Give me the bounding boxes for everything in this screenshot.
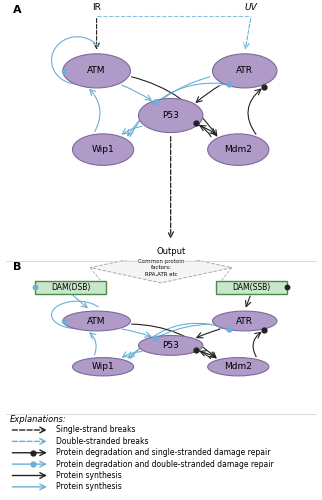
Text: UV: UV: [245, 2, 258, 12]
Text: Single-strand breaks: Single-strand breaks: [56, 426, 135, 434]
Text: ATM: ATM: [87, 316, 106, 326]
Ellipse shape: [63, 54, 130, 88]
FancyBboxPatch shape: [216, 282, 287, 294]
Ellipse shape: [213, 54, 277, 88]
Text: ATM: ATM: [87, 66, 106, 76]
Text: Protein degradation and single-stranded damage repair: Protein degradation and single-stranded …: [56, 448, 270, 457]
Text: Protein synthesis: Protein synthesis: [56, 482, 122, 492]
Text: P53: P53: [162, 341, 179, 350]
Ellipse shape: [208, 134, 269, 166]
Text: Output: Output: [156, 246, 185, 256]
Text: Protein degradation and double-stranded damage repair: Protein degradation and double-stranded …: [56, 460, 274, 468]
Text: Explanations:: Explanations:: [10, 415, 66, 424]
Text: Wip1: Wip1: [92, 362, 114, 371]
Text: Common protein
factors:
RPA,ATR etc: Common protein factors: RPA,ATR etc: [138, 259, 184, 276]
Text: B: B: [13, 262, 21, 272]
Text: Double-stranded breaks: Double-stranded breaks: [56, 437, 148, 446]
Ellipse shape: [208, 358, 269, 376]
Text: Protein synthesis: Protein synthesis: [56, 471, 122, 480]
Text: IR: IR: [92, 2, 101, 12]
Text: Mdm2: Mdm2: [224, 362, 252, 371]
Polygon shape: [90, 252, 232, 283]
Text: Wip1: Wip1: [92, 145, 114, 154]
Text: ATR: ATR: [236, 66, 253, 76]
Ellipse shape: [63, 311, 130, 331]
Text: DAM(DSB): DAM(DSB): [51, 283, 90, 292]
Ellipse shape: [72, 358, 134, 376]
Ellipse shape: [213, 311, 277, 331]
Text: Mdm2: Mdm2: [224, 145, 252, 154]
Text: DAM(SSB): DAM(SSB): [232, 283, 270, 292]
Text: A: A: [13, 5, 22, 15]
FancyBboxPatch shape: [35, 282, 106, 294]
Text: P53: P53: [162, 111, 179, 120]
Ellipse shape: [72, 134, 134, 166]
Text: ATR: ATR: [236, 316, 253, 326]
Ellipse shape: [138, 336, 203, 355]
Ellipse shape: [138, 98, 203, 132]
